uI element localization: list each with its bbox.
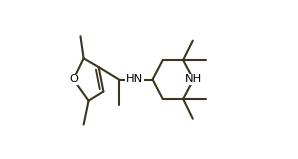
Text: NH: NH: [185, 75, 202, 84]
Text: O: O: [69, 75, 78, 84]
Text: HN: HN: [126, 75, 144, 84]
